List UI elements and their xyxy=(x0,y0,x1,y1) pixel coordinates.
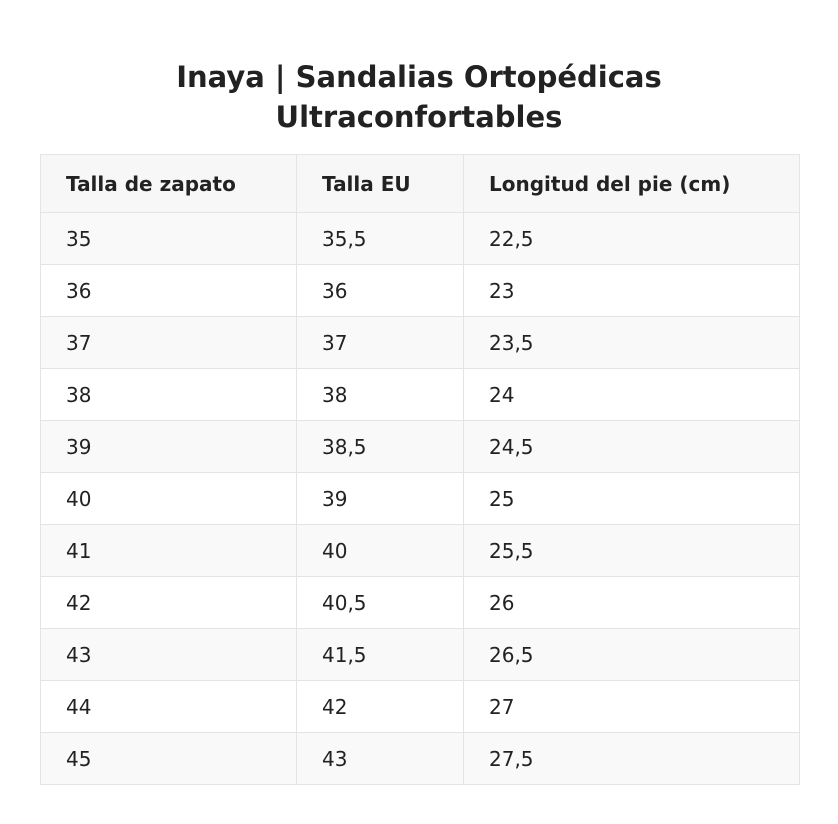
page-title-line-1: Inaya | Sandalias Ortopédicas xyxy=(176,60,662,95)
cell-shoe-size: 40 xyxy=(40,472,297,525)
cell-eu-size: 38,5 xyxy=(296,420,464,473)
cell-eu-size: 40 xyxy=(296,524,464,577)
column-header-foot-length: Longitud del pie (cm) xyxy=(463,154,800,213)
cell-eu-size: 41,5 xyxy=(296,628,464,681)
table-row: 41 40 25,5 xyxy=(40,524,800,577)
cell-shoe-size: 42 xyxy=(40,576,297,629)
cell-shoe-size: 41 xyxy=(40,524,297,577)
cell-eu-size: 43 xyxy=(296,732,464,785)
table-row: 36 36 23 xyxy=(40,264,800,317)
table-row: 40 39 25 xyxy=(40,472,800,525)
cell-foot-length: 22,5 xyxy=(463,212,800,265)
table-row: 45 43 27,5 xyxy=(40,732,800,785)
cell-shoe-size: 44 xyxy=(40,680,297,733)
cell-foot-length: 26 xyxy=(463,576,800,629)
cell-shoe-size: 45 xyxy=(40,732,297,785)
cell-foot-length: 27,5 xyxy=(463,732,800,785)
table-header-row: Talla de zapato Talla EU Longitud del pi… xyxy=(40,154,800,213)
table-row: 43 41,5 26,5 xyxy=(40,628,800,681)
cell-eu-size: 37 xyxy=(296,316,464,369)
cell-eu-size: 39 xyxy=(296,472,464,525)
size-table: Talla de zapato Talla EU Longitud del pi… xyxy=(40,154,800,785)
cell-shoe-size: 43 xyxy=(40,628,297,681)
table-row: 38 38 24 xyxy=(40,368,800,421)
cell-foot-length: 23 xyxy=(463,264,800,317)
cell-foot-length: 26,5 xyxy=(463,628,800,681)
cell-shoe-size: 39 xyxy=(40,420,297,473)
cell-shoe-size: 35 xyxy=(40,212,297,265)
cell-eu-size: 40,5 xyxy=(296,576,464,629)
cell-shoe-size: 38 xyxy=(40,368,297,421)
column-header-shoe-size: Talla de zapato xyxy=(40,154,297,213)
cell-shoe-size: 36 xyxy=(40,264,297,317)
table-row: 44 42 27 xyxy=(40,680,800,733)
column-header-eu-size: Talla EU xyxy=(296,154,464,213)
table-row: 35 35,5 22,5 xyxy=(40,212,800,265)
cell-eu-size: 38 xyxy=(296,368,464,421)
table-row: 37 37 23,5 xyxy=(40,316,800,369)
cell-eu-size: 36 xyxy=(296,264,464,317)
cell-shoe-size: 37 xyxy=(40,316,297,369)
cell-foot-length: 24 xyxy=(463,368,800,421)
cell-foot-length: 27 xyxy=(463,680,800,733)
cell-foot-length: 25 xyxy=(463,472,800,525)
cell-foot-length: 25,5 xyxy=(463,524,800,577)
cell-foot-length: 24,5 xyxy=(463,420,800,473)
page-title-line-2: Ultraconfortables xyxy=(275,100,563,135)
table-row: 42 40,5 26 xyxy=(40,576,800,629)
page-title: Inaya | Sandalias Ortopédicas Ultraconfo… xyxy=(0,57,838,137)
table-row: 39 38,5 24,5 xyxy=(40,420,800,473)
cell-eu-size: 35,5 xyxy=(296,212,464,265)
cell-eu-size: 42 xyxy=(296,680,464,733)
cell-foot-length: 23,5 xyxy=(463,316,800,369)
